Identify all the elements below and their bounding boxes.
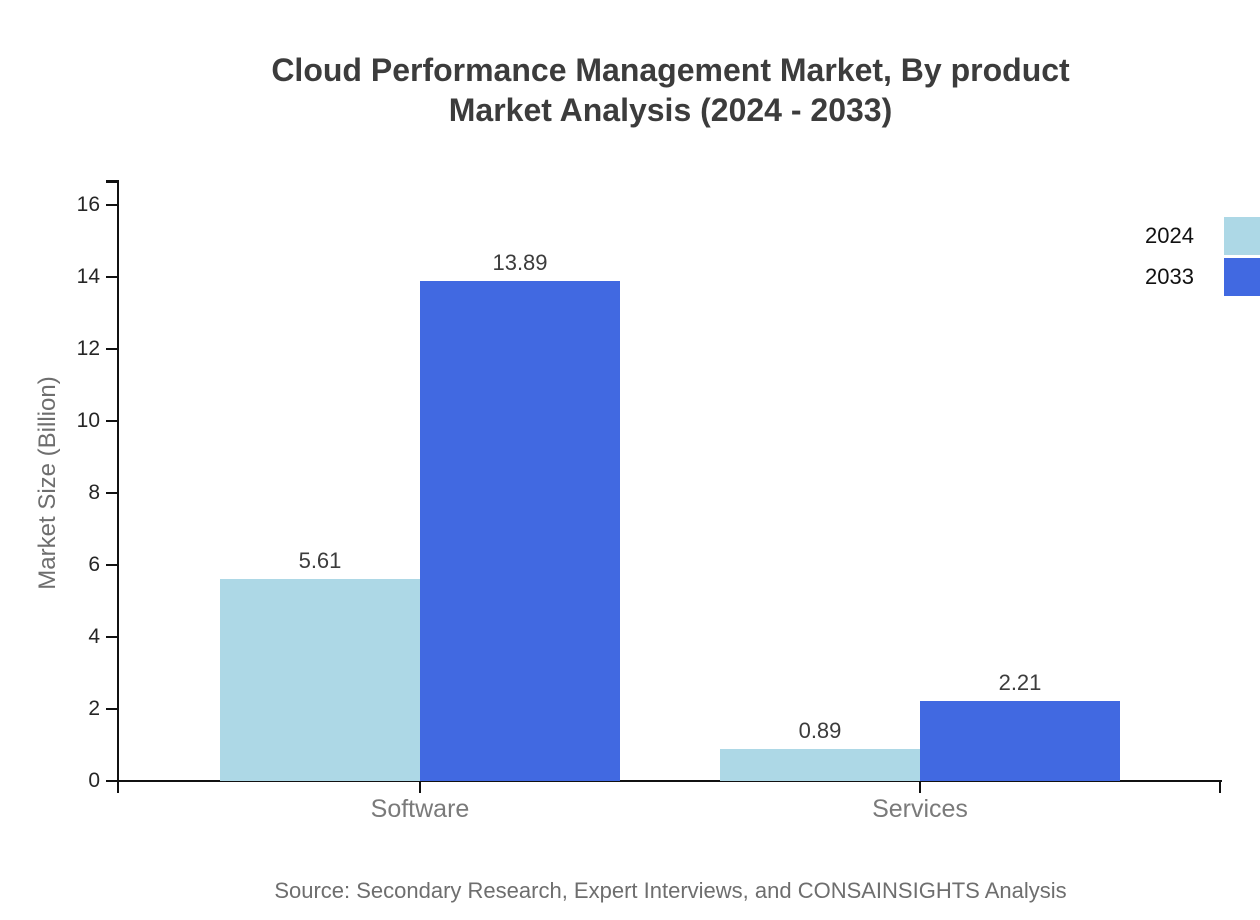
x-axis-line xyxy=(116,779,1223,783)
x-category-label-services: Services xyxy=(872,795,968,823)
bar-2024-software xyxy=(220,579,420,781)
y-tick-14 xyxy=(105,275,117,279)
y-tick-label-12: 12 xyxy=(76,337,100,360)
y-tick-12 xyxy=(105,347,117,351)
y-tick-10 xyxy=(105,419,117,423)
x-axis-end-cap xyxy=(1218,779,1221,793)
x-tick-services xyxy=(918,780,922,793)
y-tick-label-2: 2 xyxy=(88,697,100,720)
y-tick-0 xyxy=(105,779,117,783)
x-tick-software xyxy=(418,780,422,793)
bar-value-2024-services: 0.89 xyxy=(798,717,842,743)
y-tick-label-10: 10 xyxy=(76,409,100,432)
bar-2033-software xyxy=(420,280,620,781)
chart-title: Cloud Performance Management Market, By … xyxy=(120,50,1221,130)
legend-label-2024: 2024 xyxy=(1145,223,1194,248)
bar-2024-services xyxy=(720,748,920,781)
y-tick-8 xyxy=(105,491,117,495)
bar-value-2024-software: 5.61 xyxy=(298,548,342,574)
chart-title-line1: Cloud Performance Management Market, By … xyxy=(271,52,1070,88)
y-tick-6 xyxy=(105,563,117,567)
y-axis-end-cap xyxy=(105,180,117,183)
y-tick-4 xyxy=(105,635,117,639)
legend-row-2033: 2033 xyxy=(1145,258,1260,296)
legend-label-2033: 2033 xyxy=(1145,264,1194,289)
y-axis-line xyxy=(116,180,120,793)
y-tick-label-0: 0 xyxy=(88,769,100,792)
y-tick-label-16: 16 xyxy=(76,193,100,216)
legend-row-2024: 2024 xyxy=(1145,217,1260,255)
y-tick-label-14: 14 xyxy=(76,265,100,288)
legend-swatch-2033 xyxy=(1224,258,1260,296)
legend: 2024 2033 xyxy=(1145,217,1260,299)
legend-swatch-2024 xyxy=(1224,217,1260,255)
bar-value-2033-software: 13.89 xyxy=(492,249,548,275)
y-tick-label-4: 4 xyxy=(88,625,100,648)
y-tick-label-6: 6 xyxy=(88,553,100,576)
x-category-label-software: Software xyxy=(370,795,470,823)
y-tick-16 xyxy=(105,203,117,207)
bar-value-2033-services: 2.21 xyxy=(998,670,1042,696)
y-tick-label-8: 8 xyxy=(88,481,100,504)
y-tick-2 xyxy=(105,707,117,711)
bar-2033-services xyxy=(920,701,1120,781)
source-note: Source: Secondary Research, Expert Inter… xyxy=(274,878,1067,903)
chart-title-line2: Market Analysis (2024 - 2033) xyxy=(448,92,893,128)
